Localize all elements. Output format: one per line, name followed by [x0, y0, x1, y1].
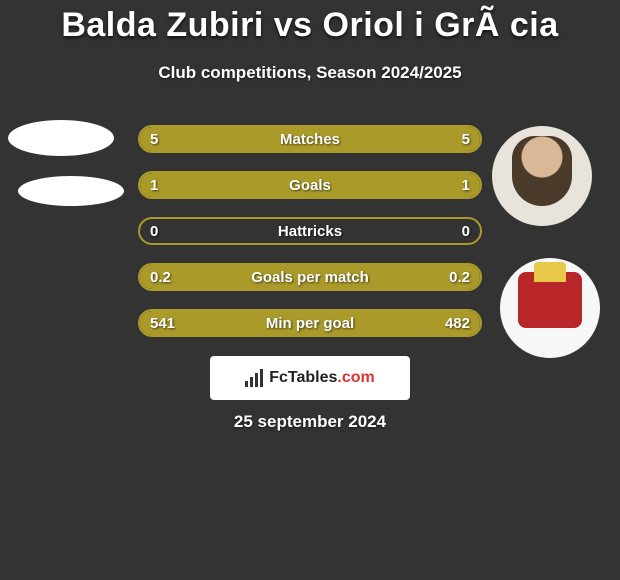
stat-value-right: 1 — [462, 177, 470, 194]
logo-bars-icon — [245, 369, 263, 387]
fctables-logo: FcTables.com — [210, 356, 410, 400]
logo-text: FcTables.com — [269, 369, 375, 387]
logo-text-domain: .com — [337, 369, 374, 386]
stat-label: Hattricks — [140, 223, 480, 240]
date-label: 25 september 2024 — [0, 412, 620, 432]
stat-row: 5Matches5 — [138, 125, 482, 153]
logo-text-main: FcTables — [269, 369, 337, 386]
stat-label: Min per goal — [140, 315, 480, 332]
stats-container: 5Matches5 1Goals1 0Hattricks0 0.2Goals per … — [138, 125, 482, 355]
page-title: Balda Zubiri vs Oriol i GrÃ cia — [0, 0, 620, 45]
stat-row: 0.2Goals per match0.2 — [138, 263, 482, 291]
stat-value-right: 482 — [445, 315, 470, 332]
stat-value-right: 0.2 — [449, 269, 470, 286]
player-right-avatar — [492, 126, 592, 226]
club-right-badge — [500, 258, 600, 358]
subtitle: Club competitions, Season 2024/2025 — [0, 63, 620, 83]
stat-row: 1Goals1 — [138, 171, 482, 199]
stat-label: Goals per match — [140, 269, 480, 286]
player-left-avatar-1 — [8, 120, 114, 156]
stat-value-right: 0 — [462, 223, 470, 240]
stat-label: Matches — [140, 131, 480, 148]
player-left-avatar-2 — [18, 176, 124, 206]
stat-row: 0Hattricks0 — [138, 217, 482, 245]
stat-row: 541Min per goal482 — [138, 309, 482, 337]
stat-label: Goals — [140, 177, 480, 194]
stat-value-right: 5 — [462, 131, 470, 148]
